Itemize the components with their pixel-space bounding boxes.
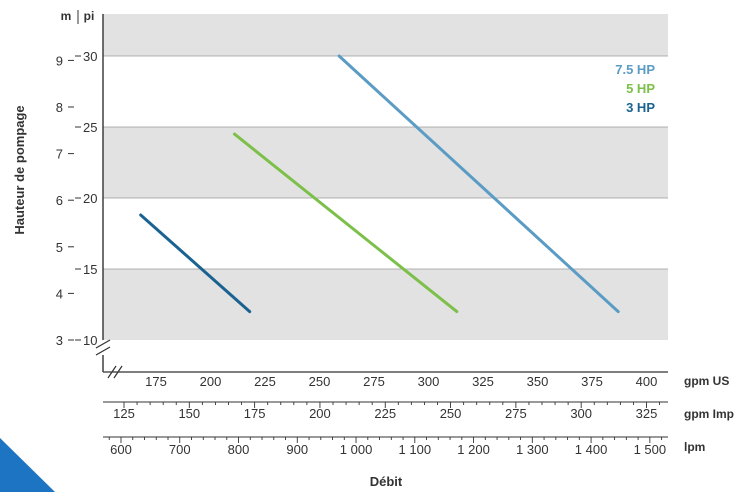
x-axis-break-mark [113, 365, 123, 379]
y-ticks-feet: 10 15 20 25 30 [75, 49, 97, 348]
y-tick-label-m: 4 [56, 286, 63, 301]
x-tick-label-gpm-us: 400 [636, 374, 658, 389]
y-tick-label-pi: 30 [83, 49, 97, 64]
x-tick-label-gpm-imp: 125 [113, 406, 135, 421]
x-axis-gpm-imp: 125 150 175 200 225 250 275 300 325 [103, 401, 668, 421]
grey-band [103, 14, 668, 56]
x-tick-label-gpm-us: 375 [581, 374, 603, 389]
x-tick-label-lpm: 1 000 [340, 442, 373, 457]
x-tick-label-gpm-imp: 225 [374, 406, 396, 421]
x-tick-label-lpm: 800 [228, 442, 250, 457]
x-tick-label-gpm-imp: 300 [570, 406, 592, 421]
y-tick-label-pi: 10 [83, 333, 97, 348]
grey-band [103, 127, 668, 198]
x-tick-label-gpm-imp: 150 [178, 406, 200, 421]
x-tick-label-lpm: 700 [169, 442, 191, 457]
y-axis-break-mark [95, 346, 111, 356]
x-tick-label-gpm-imp: 175 [244, 406, 266, 421]
x-tick-label-lpm: 1 100 [399, 442, 432, 457]
x-unit-gpm-imp: gpm Imp [684, 407, 734, 421]
y-ticks-meters: 3 4 5 6 7 8 9 [56, 53, 74, 348]
corner-decoration [0, 438, 55, 492]
x-tick-label-lpm: 1 400 [575, 442, 608, 457]
y-unit-m: m [61, 9, 72, 23]
y-unit-pi: pi [84, 9, 95, 23]
y-tick-label-m: 8 [56, 100, 63, 115]
legend-entry: 3 HP [626, 100, 655, 115]
y-axis-break-mark [95, 339, 111, 349]
x-tick-label-lpm: 600 [110, 442, 132, 457]
x-tick-label-gpm-us: 225 [254, 374, 276, 389]
series-line [139, 213, 252, 314]
x-unit-lpm: lpm [684, 440, 705, 454]
grey-band [103, 269, 668, 340]
x-tick-label-gpm-imp: 250 [440, 406, 462, 421]
x-tick-label-gpm-us: 250 [309, 374, 331, 389]
x-tick-label-gpm-imp: 325 [636, 406, 658, 421]
y-tick-label-pi: 15 [83, 262, 97, 277]
x-tick-label-gpm-imp: 275 [505, 406, 527, 421]
x-tick-label-gpm-imp: 200 [309, 406, 331, 421]
series-line [337, 54, 620, 314]
x-tick-label-gpm-us: 275 [363, 374, 385, 389]
x-axis-break-mark [107, 365, 117, 379]
legend: 7.5 HP 5 HP 3 HP [615, 62, 655, 115]
x-tick-label-gpm-us: 200 [200, 374, 222, 389]
legend-entry: 5 HP [626, 81, 655, 96]
x-unit-gpm-us: gpm US [684, 374, 729, 388]
y-tick-label-m: 6 [56, 193, 63, 208]
y-tick-label-m: 7 [56, 147, 63, 162]
y-tick-label-m: 3 [56, 333, 63, 348]
x-tick-label-lpm: 1 300 [516, 442, 549, 457]
y-tick-label-pi: 25 [83, 120, 97, 135]
x-axis-gpm-us: 175 200 225 250 275 300 325 350 375 400 [145, 374, 657, 389]
x-tick-label-lpm: 1 500 [634, 442, 667, 457]
y-axis-title: Hauteur de pompage [12, 105, 27, 234]
x-tick-label-gpm-us: 325 [472, 374, 494, 389]
x-tick-label-lpm: 900 [286, 442, 308, 457]
series-line [233, 132, 459, 314]
x-tick-label-lpm: 1 200 [457, 442, 490, 457]
y-tick-label-m: 9 [56, 53, 63, 68]
y-tick-label-m: 5 [56, 240, 63, 255]
x-tick-label-gpm-us: 350 [527, 374, 549, 389]
x-axis-title: Débit [370, 474, 403, 489]
y-tick-label-pi: 20 [83, 191, 97, 206]
x-tick-label-gpm-us: 175 [145, 374, 167, 389]
legend-entry: 7.5 HP [615, 62, 655, 77]
x-axis-lpm: 600 700 800 900 1 000 1 100 1 200 1 300 1 400 1 5… [103, 436, 668, 457]
series-lines [139, 54, 620, 314]
x-tick-label-gpm-us: 300 [418, 374, 440, 389]
background-bands [103, 14, 668, 340]
